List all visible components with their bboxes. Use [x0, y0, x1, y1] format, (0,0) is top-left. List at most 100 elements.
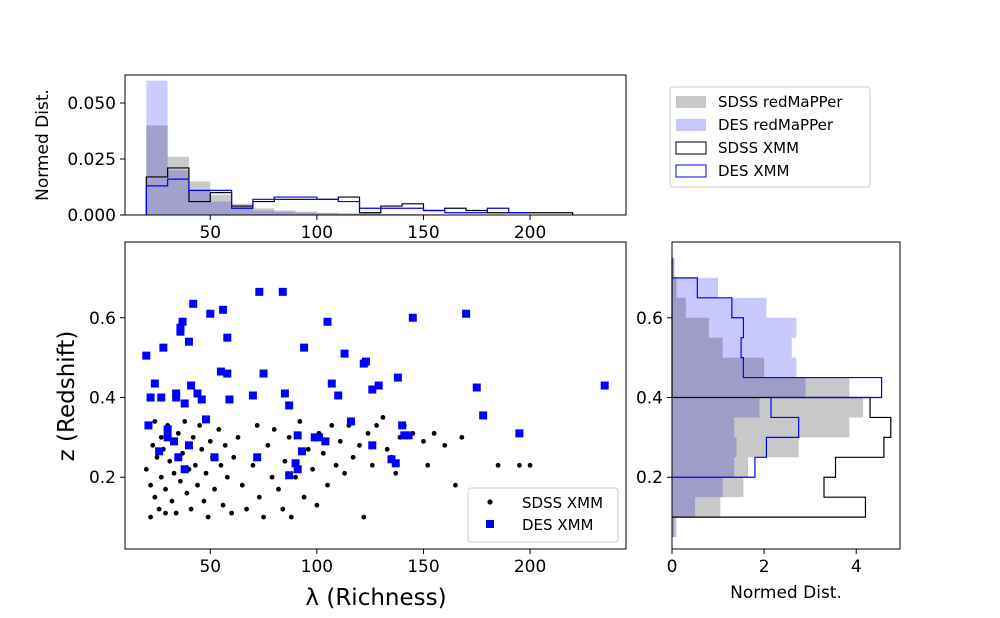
top-y-tick-label: 0.050 — [67, 94, 116, 114]
scatter-point-sdss-xmm — [169, 498, 175, 504]
right-histogram-bars — [671, 257, 892, 538]
scatter-point-des-xmm — [223, 369, 232, 378]
scatter-y-tick-label: 0.2 — [89, 468, 116, 488]
scatter-point-sdss-xmm — [269, 474, 275, 480]
right-y-tick-label: 0.2 — [636, 468, 663, 488]
right-bar-des-redmapper — [672, 397, 760, 418]
right-bar-des-redmapper — [672, 277, 719, 298]
scatter-point-des-xmm — [216, 367, 225, 376]
scatter-point-des-xmm — [184, 441, 193, 450]
legend-label-sdss-xmm: SDSS XMM — [718, 139, 799, 157]
right-x-ticks: 0 2 4 — [667, 549, 862, 577]
scatter-point-sdss-xmm — [280, 506, 286, 512]
scatter-point-des-xmm — [225, 395, 234, 404]
top-step-des-xmm — [145, 178, 531, 215]
scatter-point-sdss-xmm — [195, 482, 200, 488]
scatter-point-sdss-xmm — [205, 514, 211, 520]
scatter-point-sdss-xmm — [286, 434, 292, 440]
scatter-point-des-xmm — [600, 381, 609, 390]
scatter-point-sdss-xmm — [517, 462, 522, 468]
scatter-point-des-xmm — [368, 385, 377, 394]
scatter-point-des-xmm — [462, 309, 471, 318]
scatter-point-sdss-xmm — [453, 482, 458, 488]
scatter-point-sdss-xmm — [431, 430, 437, 436]
top-y-tick-label: 0.000 — [67, 206, 116, 226]
scatter-point-sdss-xmm — [329, 423, 335, 428]
top-bar-des-redmapper — [188, 190, 211, 215]
right-bar-des-redmapper — [672, 357, 797, 378]
scatter-point-sdss-xmm — [188, 506, 194, 512]
top-histogram-panel: 50 100 150 200 0.000 0.025 0.050 Normed Dist. — [33, 74, 627, 243]
scatter-point-des-xmm — [291, 459, 300, 468]
scatter-point-sdss-xmm — [293, 474, 298, 480]
scatter-point-des-xmm — [300, 343, 309, 352]
scatter-point-sdss-xmm — [220, 502, 226, 508]
scatter-point-sdss-xmm — [150, 442, 156, 448]
scatter-point-des-xmm — [387, 455, 396, 464]
scatter-point-des-xmm — [398, 421, 407, 430]
scatter-point-des-xmm — [280, 389, 289, 398]
scatter-point-sdss-xmm — [254, 423, 260, 428]
scatter-point-des-xmm — [170, 437, 179, 446]
scatter-point-des-xmm — [293, 465, 302, 474]
scatter-y-ticks: 0.2 0.4 0.6 — [89, 309, 125, 488]
scatter-point-des-xmm — [155, 447, 164, 456]
scatter-point-des-xmm — [400, 431, 409, 440]
scatter-x-tick-label: 150 — [407, 557, 439, 577]
right-bar-des-redmapper — [672, 317, 797, 338]
right-bar-des-redmapper — [672, 497, 696, 518]
scatter-point-sdss-xmm — [365, 430, 371, 436]
histogram-legend: SDSS redMaPPer DES redMaPPer SDSS XMM DE… — [669, 86, 871, 188]
scatter-y-axis-label: z (Redshift) — [54, 331, 80, 462]
top-x-ticks: 50 100 150 200 — [199, 215, 546, 243]
scatter-point-des-xmm — [163, 425, 172, 434]
scatter-point-des-xmm — [479, 411, 488, 420]
scatter-point-sdss-xmm — [184, 490, 190, 496]
scatter-point-des-xmm — [159, 343, 168, 352]
scatter-point-sdss-xmm — [222, 442, 228, 448]
scatter-y-tick-label: 0.4 — [89, 388, 116, 408]
scatter-point-des-xmm — [150, 379, 159, 388]
scatter-point-sdss-xmm — [459, 434, 465, 440]
top-bar-des-redmapper — [295, 212, 317, 215]
right-bar-des-redmapper — [672, 417, 735, 438]
scatter-x-ticks: 50 100 150 200 — [199, 549, 546, 577]
scatter-legend-label-des-xmm: DES XMM — [522, 516, 593, 534]
scatter-point-sdss-xmm — [148, 514, 153, 520]
scatter-point-sdss-xmm — [171, 470, 177, 476]
scatter-legend-marker-sdss-xmm — [487, 499, 493, 505]
scatter-point-sdss-xmm — [314, 502, 320, 508]
top-x-tick-label: 50 — [199, 223, 221, 243]
scatter-point-des-xmm — [346, 417, 355, 426]
scatter-point-sdss-xmm — [207, 438, 213, 444]
scatter-point-sdss-xmm — [143, 466, 149, 472]
scatter-point-sdss-xmm — [229, 510, 234, 516]
top-x-tick-label: 200 — [514, 223, 546, 243]
legend-label-des-xmm: DES XMM — [718, 162, 789, 180]
scatter-point-sdss-xmm — [256, 494, 262, 500]
top-bar-des-redmapper — [146, 80, 168, 215]
scatter-legend-frame — [467, 487, 619, 543]
scatter-point-des-xmm — [334, 391, 343, 400]
scatter-point-des-xmm — [315, 433, 324, 442]
right-bar-des-redmapper — [672, 477, 723, 498]
scatter-point-sdss-xmm — [261, 514, 266, 520]
legend-swatch-sdss-xmm — [675, 141, 707, 155]
scatter-point-sdss-xmm — [337, 438, 343, 444]
scatter-point-des-xmm — [223, 333, 232, 342]
scatter-point-des-xmm — [163, 433, 172, 442]
scatter-x-tick-label: 50 — [199, 557, 221, 577]
scatter-point-sdss-xmm — [182, 419, 188, 424]
scatter-point-sdss-xmm — [201, 498, 207, 504]
scatter-point-sdss-xmm — [361, 514, 367, 520]
right-x-tick-label: 0 — [667, 557, 678, 577]
legend-frame — [669, 86, 871, 188]
scatter-point-sdss-xmm — [495, 462, 501, 468]
scatter-point-sdss-xmm — [154, 454, 160, 460]
scatter-point-des-xmm — [393, 373, 402, 382]
top-bar-des-redmapper — [167, 170, 189, 215]
scatter-point-des-xmm — [297, 447, 306, 456]
scatter-point-sdss-xmm — [357, 442, 362, 448]
top-histogram-bars — [145, 80, 574, 215]
